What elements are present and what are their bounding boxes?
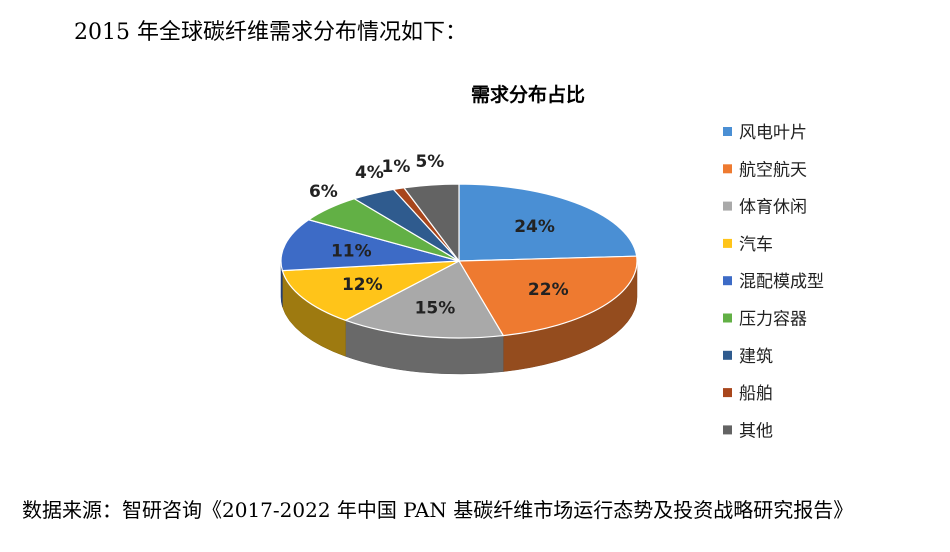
pie-label-4: 11% [331, 242, 372, 262]
page-heading: 2015 年全球碳纤维需求分布情况如下： [74, 20, 467, 45]
pie-slice-0 [458, 183, 638, 262]
chart-title: 需求分布占比 [471, 83, 585, 106]
pie-slice-2 [344, 260, 505, 339]
pie-label-7: 1% [382, 157, 411, 177]
legend-swatch-1 [723, 164, 732, 174]
pie-slice-1 [457, 255, 638, 337]
pie-labels: 24% 22% 15% 12% 11% 6% 4%1% 5% [309, 152, 569, 318]
legend-swatch-8 [723, 425, 732, 435]
legend-swatch-0 [723, 127, 732, 136]
legend-label-5: 压力容器 [739, 310, 807, 330]
legend-label-2: 体育休闲 [739, 198, 807, 218]
legend-swatch-7 [723, 388, 732, 398]
legend-label-3: 汽车 [739, 235, 773, 255]
pie-slice-4 [280, 219, 460, 272]
legend-label-4: 混配模成型 [739, 272, 824, 292]
legend-label-0: 风电叶片 [739, 123, 807, 143]
pie-label-6: 4% [355, 163, 384, 183]
pie-label-3: 12% [342, 275, 383, 295]
pie-label-8: 5% [415, 152, 444, 172]
legend-swatch-5 [723, 313, 732, 323]
pie-chart: 需求分布占比 24% 22% 15% 12% 11% 6% 4%1% 5% 风电叶片航空航天体… [280, 83, 824, 441]
legend-swatch-6 [723, 350, 732, 360]
legend-swatch-4 [723, 276, 732, 286]
legend-swatch-3 [723, 238, 732, 248]
legend-label-8: 其他 [739, 421, 773, 441]
pie-slice-8 [402, 183, 460, 263]
pie-label-5: 6% [309, 182, 338, 202]
legend-label-1: 航空航天 [739, 160, 807, 180]
legend-label-6: 建筑 [739, 347, 773, 367]
legend-swatch-2 [723, 201, 732, 211]
data-source-note: 数据来源：智研咨询《2017-2022 年中国 PAN 基碳纤维市场运行态势及投… [22, 498, 854, 522]
legend-label-7: 船舶 [739, 384, 773, 404]
pie-top [280, 183, 638, 339]
pie-label-1: 22% [528, 280, 569, 300]
pie-label-2: 15% [415, 299, 456, 319]
pie-slice-3 [281, 260, 460, 321]
pie-label-0: 24% [514, 217, 555, 237]
